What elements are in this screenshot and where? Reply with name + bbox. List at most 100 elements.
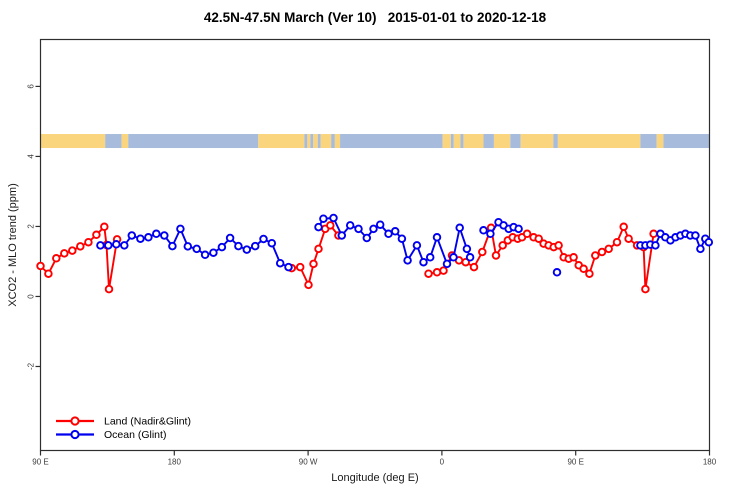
- map-band-segment-ocean: [317, 134, 321, 149]
- data-point-ocean-glint: [345, 221, 355, 230]
- data-point-land-nadir-glint: [591, 251, 600, 260]
- data-point-ocean-glint: [217, 242, 227, 252]
- data-point-land-nadir-glint: [439, 266, 448, 275]
- data-point-land-nadir-glint: [104, 284, 114, 294]
- legend-label: Land (Nadir&Glint): [104, 416, 191, 428]
- data-point-ocean-glint: [651, 241, 660, 250]
- map-band-segment-land: [656, 134, 664, 149]
- map-band-segment-land: [320, 134, 332, 149]
- map-band-segment-land: [463, 134, 484, 149]
- data-point-ocean-glint: [168, 241, 177, 251]
- data-point-land-nadir-glint: [619, 222, 628, 232]
- data-point-ocean-glint: [183, 242, 193, 251]
- data-point-ocean-glint: [462, 244, 472, 254]
- map-band-segment-ocean: [331, 134, 335, 149]
- data-point-ocean-glint: [704, 237, 714, 247]
- data-point-ocean-glint: [225, 233, 235, 243]
- map-band-segment-ocean: [340, 134, 443, 149]
- series-line-ocean-glint: [317, 217, 472, 265]
- data-point-land-nadir-glint: [295, 262, 305, 272]
- y-tick-label: 6: [26, 84, 35, 89]
- data-point-ocean-glint: [112, 240, 121, 249]
- data-point-ocean-glint: [403, 256, 412, 265]
- data-point-ocean-glint: [319, 214, 328, 223]
- data-point-ocean-glint: [160, 231, 169, 240]
- x-tick-label: 0: [440, 458, 445, 467]
- map-band-segment-land: [453, 134, 461, 149]
- data-point-land-nadir-glint: [314, 244, 323, 254]
- data-point-land-nadir-glint: [641, 284, 650, 294]
- data-point-land-nadir-glint: [304, 280, 313, 290]
- legend-marker-point: [70, 429, 80, 440]
- x-tick-label: 180: [703, 458, 717, 467]
- data-point-land-nadir-glint: [36, 261, 45, 271]
- data-point-ocean-glint: [552, 268, 562, 277]
- data-point-ocean-glint: [486, 229, 495, 239]
- data-point-ocean-glint: [250, 241, 260, 251]
- data-point-ocean-glint: [696, 244, 705, 254]
- data-point-land-nadir-glint: [52, 254, 61, 263]
- map-band-segment-land: [121, 134, 129, 149]
- data-point-land-nadir-glint: [522, 229, 532, 239]
- data-point-ocean-glint: [354, 224, 363, 234]
- map-band-segment-ocean: [128, 134, 259, 149]
- map-band-segment-ocean: [483, 134, 494, 149]
- data-point-ocean-glint: [442, 259, 452, 269]
- data-point-land-nadir-glint: [554, 241, 563, 250]
- y-tick-label: 0: [26, 294, 35, 299]
- data-point-ocean-glint: [144, 233, 153, 242]
- data-point-land-nadir-glint: [100, 222, 109, 232]
- data-point-ocean-glint: [120, 241, 129, 250]
- data-point-ocean-glint: [425, 253, 435, 262]
- data-point-ocean-glint: [384, 229, 393, 239]
- y-tick-label: 4: [26, 154, 35, 159]
- map-band-segment-land: [557, 134, 641, 149]
- x-axis-title: Longitude (deg E): [331, 472, 419, 484]
- x-tick-label: 90 W: [299, 458, 318, 467]
- x-tick-label: 90 E: [32, 458, 48, 467]
- data-point-ocean-glint: [362, 233, 372, 243]
- data-point-land-nadir-glint: [326, 221, 335, 230]
- map-band-segment-ocean: [310, 134, 314, 149]
- data-point-ocean-glint: [465, 253, 475, 262]
- data-point-ocean-glint: [412, 241, 422, 250]
- map-band-segment-ocean: [450, 134, 454, 149]
- data-point-land-nadir-glint: [624, 234, 633, 243]
- data-point-land-nadir-glint: [649, 229, 658, 239]
- map-band-segment-ocean: [510, 134, 521, 149]
- data-point-land-nadir-glint: [309, 259, 318, 269]
- map-band-segment-ocean: [663, 134, 710, 149]
- map-band-segment-land: [307, 134, 311, 149]
- map-band-segment-ocean: [553, 134, 558, 149]
- data-point-ocean-glint: [390, 227, 400, 236]
- x-tick-label: 180: [168, 458, 182, 467]
- map-band-segment-land: [258, 134, 305, 149]
- data-point-ocean-glint: [449, 253, 458, 262]
- chart-title: 42.5N-47.5N March (Ver 10) 2015-01-01 to…: [203, 10, 547, 25]
- data-point-ocean-glint: [104, 241, 113, 250]
- map-band-segment-land: [40, 134, 106, 149]
- y-tick-label: -2: [26, 362, 35, 370]
- data-point-land-nadir-glint: [44, 269, 53, 278]
- map-band-segment-ocean: [105, 134, 122, 149]
- data-point-ocean-glint: [479, 226, 488, 235]
- data-point-ocean-glint: [200, 250, 210, 260]
- data-point-land-nadir-glint: [424, 269, 433, 278]
- data-point-ocean-glint: [329, 213, 338, 223]
- map-band-segment-land: [520, 134, 554, 149]
- series-line-land-nadir-glint: [290, 224, 340, 286]
- data-point-ocean-glint: [419, 257, 428, 267]
- data-point-ocean-glint: [691, 231, 700, 240]
- data-point-ocean-glint: [432, 233, 442, 242]
- data-point-land-nadir-glint: [569, 253, 578, 262]
- data-point-land-nadir-glint: [469, 262, 479, 272]
- map-band-segment-land: [493, 134, 511, 149]
- data-point-land-nadir-glint: [604, 244, 613, 254]
- data-point-ocean-glint: [275, 258, 285, 268]
- x-tick-label: 90 E: [567, 458, 583, 467]
- data-point-land-nadir-glint: [76, 242, 85, 251]
- data-point-ocean-glint: [127, 231, 137, 240]
- data-point-land-nadir-glint: [597, 247, 607, 257]
